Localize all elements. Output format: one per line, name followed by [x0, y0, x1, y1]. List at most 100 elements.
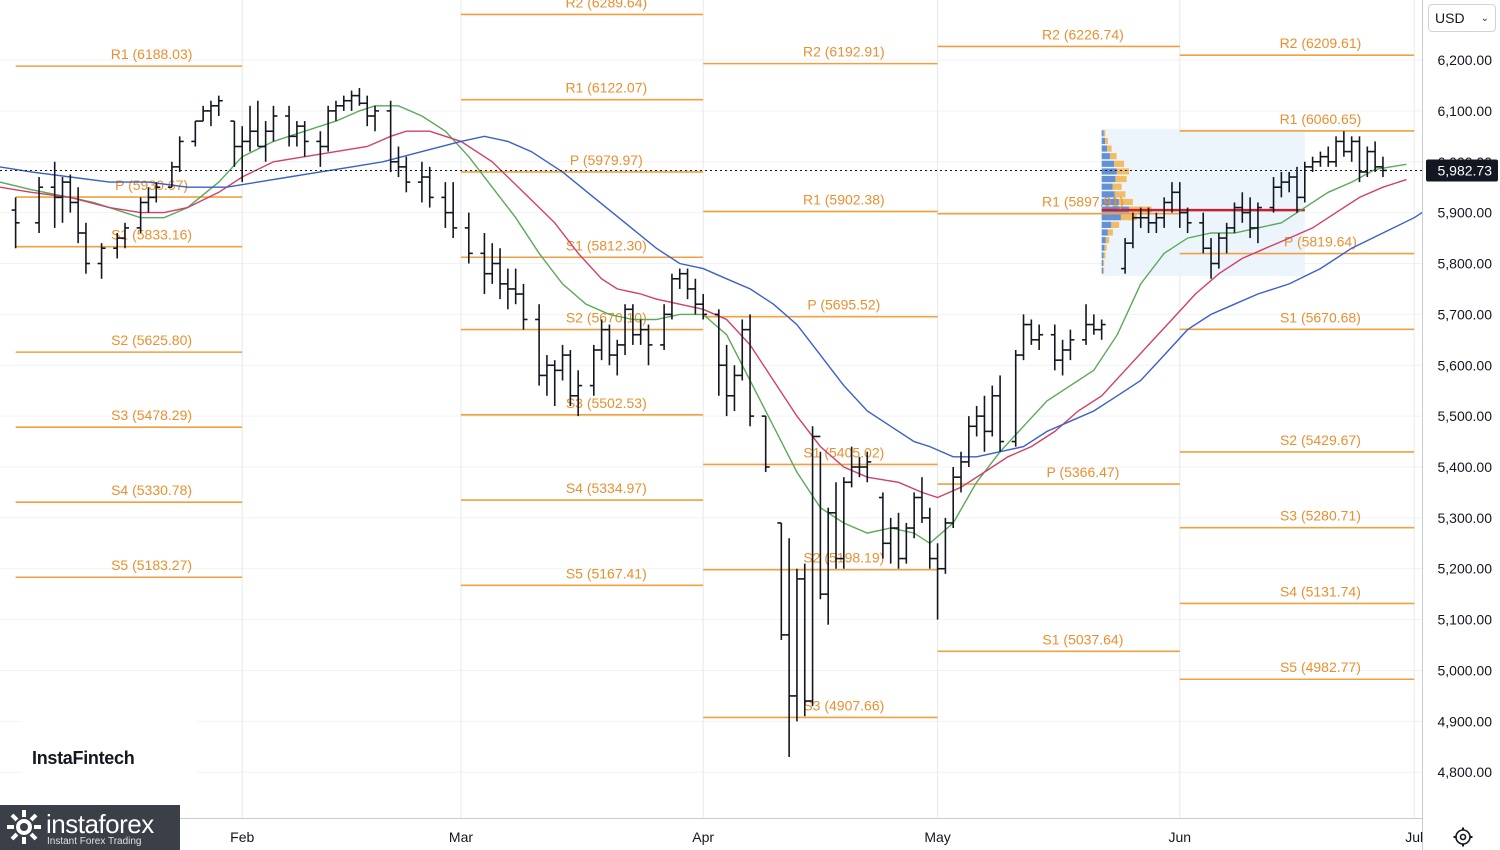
ohlc-bar — [800, 563, 809, 717]
ohlc-bar — [550, 360, 559, 406]
pivot-label-r1: R1 (5902.38) — [803, 191, 885, 207]
last-price-tag — [1426, 159, 1498, 182]
pivot-label-p: P (5979.97) — [570, 152, 643, 168]
time-tick-label: Jun — [1169, 829, 1192, 845]
ohlc-bar — [910, 492, 919, 539]
pivot-label-s2: S2 (5670.10) — [566, 310, 647, 326]
ohlc-bar — [1230, 202, 1239, 233]
ohlc-bar — [621, 304, 630, 356]
ohlc-bar — [206, 100, 215, 127]
ohlc-bar — [269, 105, 278, 142]
ohlc-bar — [503, 268, 512, 310]
ohlc-bar — [980, 395, 989, 452]
ohlc-bar — [761, 415, 770, 473]
ohlc-bar — [464, 212, 473, 264]
ohlc-bar — [496, 248, 505, 300]
watermark-text: InstaFintech — [32, 748, 135, 768]
pivot-label-s1: S1 (5037.64) — [1042, 631, 1123, 647]
ohlc-bar — [839, 477, 848, 569]
volume-profile-bar — [1101, 221, 1112, 228]
ohlc-bar — [488, 243, 497, 284]
price-tick-label: 5,800.00 — [1438, 256, 1493, 272]
pivot-label-r1: R1 (6122.07) — [565, 80, 647, 96]
ohlc-bar — [941, 517, 950, 574]
volume-profile-bar — [1101, 252, 1104, 259]
volume-profile-bar — [1111, 221, 1120, 228]
ohlc-bar — [1269, 177, 1278, 213]
ohlc-bar — [785, 538, 794, 757]
ohlc-bar — [191, 120, 200, 147]
ohlc-bar — [363, 95, 372, 127]
ohlc-bar — [1058, 339, 1067, 376]
ohlc-bar — [1222, 222, 1231, 254]
ohlc-bar — [425, 166, 434, 208]
pivot-label-s1: S1 (5670.68) — [1280, 309, 1361, 325]
ohlc-bar — [519, 283, 528, 330]
ohlc-bar — [574, 370, 583, 417]
ohlc-bar — [542, 355, 551, 396]
ohlc-bar — [675, 268, 684, 289]
ohlc-bar — [238, 126, 247, 183]
ohlc-bar — [74, 187, 83, 244]
ohlc-bar — [964, 416, 973, 467]
ohlc-bar — [1347, 136, 1356, 162]
ohlc-bar — [230, 120, 239, 167]
volume-profile-bar — [1101, 137, 1106, 144]
price-tick-label: 5,300.00 — [1438, 510, 1493, 526]
ohlc-bar — [722, 344, 731, 417]
ohlc-bar — [636, 319, 645, 345]
volume-profile-bar — [1107, 229, 1113, 236]
ohlc-bar — [683, 268, 692, 300]
ohlc-bar — [1300, 161, 1309, 203]
volume-profile-bar — [1118, 198, 1133, 206]
price-tick-label: 5,500.00 — [1438, 408, 1493, 424]
volume-profile-bar — [1105, 137, 1108, 144]
last-price-label: 5,982.73 — [1438, 163, 1493, 179]
ohlc-bar — [699, 294, 708, 320]
ohlc-bar — [261, 121, 270, 162]
ohlc-bar — [355, 88, 364, 106]
ohlc-bar — [1316, 151, 1325, 167]
ohlc-bar — [1160, 197, 1169, 228]
currency-label: USD — [1435, 10, 1465, 26]
ohlc-bar — [1144, 207, 1153, 233]
ohlc-bar — [371, 105, 380, 132]
pivot-label-r2: R2 (6192.91) — [803, 44, 885, 60]
volume-profile-bar — [1104, 244, 1107, 251]
volume-profile-bar — [1101, 237, 1106, 244]
volume-profile-bar — [1101, 244, 1105, 251]
ohlc-bar — [347, 90, 356, 111]
ohlc-bar — [449, 182, 458, 239]
price-tick-label: 4,900.00 — [1438, 713, 1493, 729]
brand-tagline: Instant Forex Trading — [47, 836, 142, 847]
ohlc-bar — [746, 314, 755, 427]
ohlc-bar — [1066, 329, 1075, 361]
ohlc-bar — [1050, 324, 1059, 371]
ohlc-bar — [1167, 182, 1176, 213]
ohlc-bar — [144, 187, 153, 213]
currency-selector[interactable]: USD ⌄ — [1428, 4, 1496, 32]
ohlc-bar — [386, 100, 395, 172]
ohlc-bar — [1246, 197, 1255, 239]
price-tick-label: 5,600.00 — [1438, 357, 1493, 373]
ohlc-bar — [1121, 238, 1130, 274]
volume-profile-bar — [1101, 191, 1115, 198]
ohlc-bar — [66, 174, 75, 213]
price-axis — [1422, 0, 1500, 850]
ohlc-bar — [167, 161, 176, 189]
ohlc-bar — [730, 365, 739, 412]
pivot-label-r1: R1 (6060.65) — [1280, 111, 1362, 127]
ohlc-bar — [988, 385, 997, 437]
volume-profile-bar — [1101, 160, 1115, 167]
pivot-label-r1: R1 (6188.03) — [111, 46, 193, 62]
ohlc-bar — [1035, 324, 1044, 350]
settings-gear-icon[interactable] — [1452, 826, 1474, 848]
ohlc-bar — [246, 105, 255, 152]
pivot-label-s4: S4 (5131.74) — [1280, 583, 1361, 599]
time-tick-label: Apr — [692, 829, 714, 845]
ohlc-bar — [972, 405, 981, 437]
ohlc-bar — [613, 339, 622, 376]
volume-profile-bar — [1101, 168, 1117, 175]
ohlc-bar — [1089, 314, 1098, 335]
